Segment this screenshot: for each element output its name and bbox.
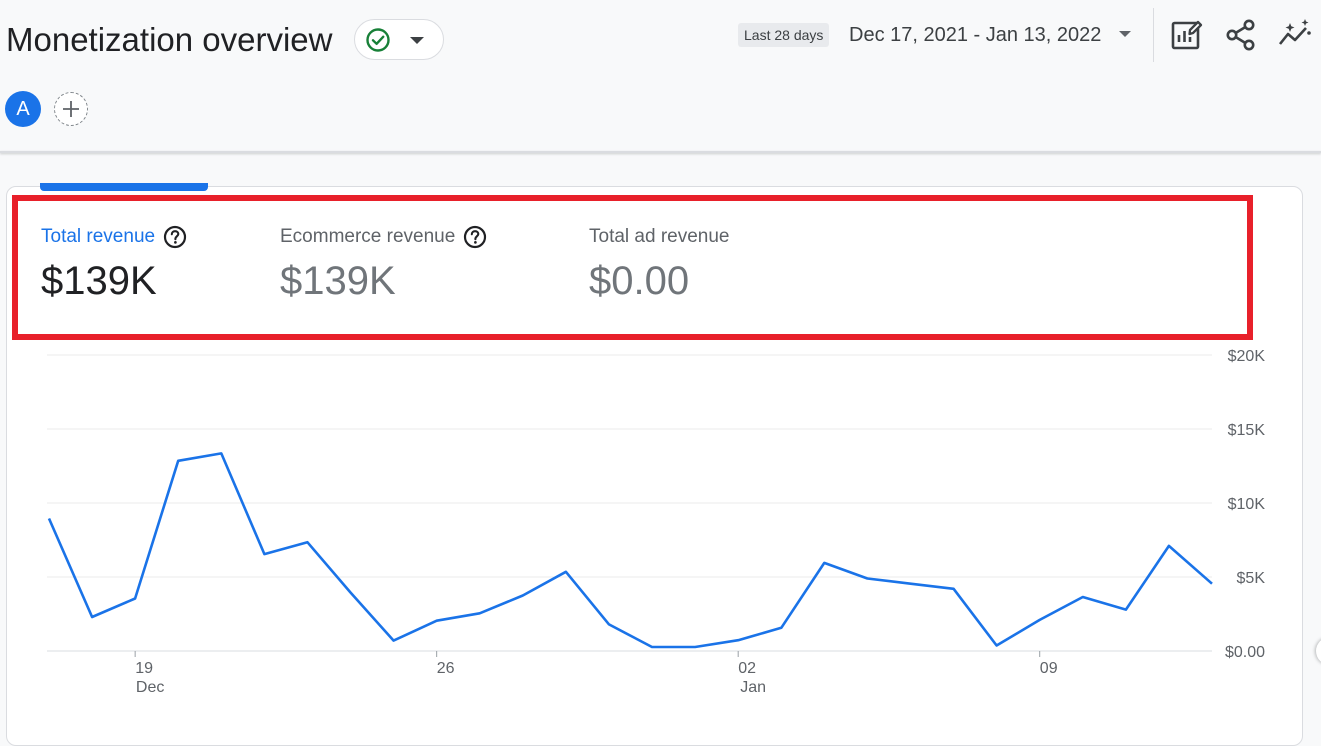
x-tick-label: 09 [1040,660,1058,677]
toolbar-divider [1153,8,1154,62]
metric-label: Total ad revenue [589,226,730,247]
header-divider [0,151,1321,153]
revenue-line-chart: $20K $15K $10K $5K $0.00 19 Dec 26 02 Jan 09 [47,348,1266,696]
y-tick-label: $5K [1237,570,1266,587]
add-comparison-button[interactable] [54,92,88,126]
insights-icon[interactable] [1277,17,1313,53]
x-tick-month-label: Dec [136,679,164,696]
plus-icon [63,101,79,117]
metric-label: Ecommerce revenue [280,226,456,247]
x-tick-label: 19 [135,660,153,677]
share-icon[interactable] [1223,17,1259,53]
y-tick-label: $20K [1228,348,1266,365]
report-status-dropdown[interactable] [354,19,444,60]
x-tick-label: 26 [437,660,455,677]
metric-total-revenue[interactable]: Total revenue $139K [41,225,187,305]
y-tick-label: $15K [1228,422,1266,439]
selected-metric-indicator [40,183,208,191]
avatar[interactable]: A [5,91,41,127]
highlight-annotation-box [12,195,1253,340]
help-icon[interactable] [463,225,487,249]
chevron-down-icon [410,37,424,44]
check-circle-icon [366,28,390,52]
x-tick-month-label: Jan [740,679,766,696]
metric-value: $139K [41,259,157,303]
customize-report-icon[interactable] [1169,17,1205,53]
metric-value: $139K [280,259,396,303]
date-range-chevron-icon[interactable] [1119,31,1131,37]
date-range-picker[interactable]: Dec 17, 2021 - Jan 13, 2022 [849,24,1102,46]
y-tick-label: $10K [1228,496,1266,513]
page-title: Monetization overview [6,21,333,58]
help-icon[interactable] [163,225,187,249]
side-panel-handle[interactable] [1316,637,1321,665]
series-line-total-revenue[interactable] [47,452,1213,649]
y-tick-label: $0.00 [1225,644,1265,661]
metric-total-ad-revenue[interactable]: Total ad revenue $0.00 [589,225,730,305]
metric-value: $0.00 [589,259,690,303]
report-header: Monetization overview Last 28 days Dec 1… [0,0,1321,151]
date-range-badge: Last 28 days [738,23,830,47]
metric-ecommerce-revenue[interactable]: Ecommerce revenue $139K [280,225,487,305]
metric-label: Total revenue [41,226,156,247]
x-tick-label: 02 [738,660,756,677]
